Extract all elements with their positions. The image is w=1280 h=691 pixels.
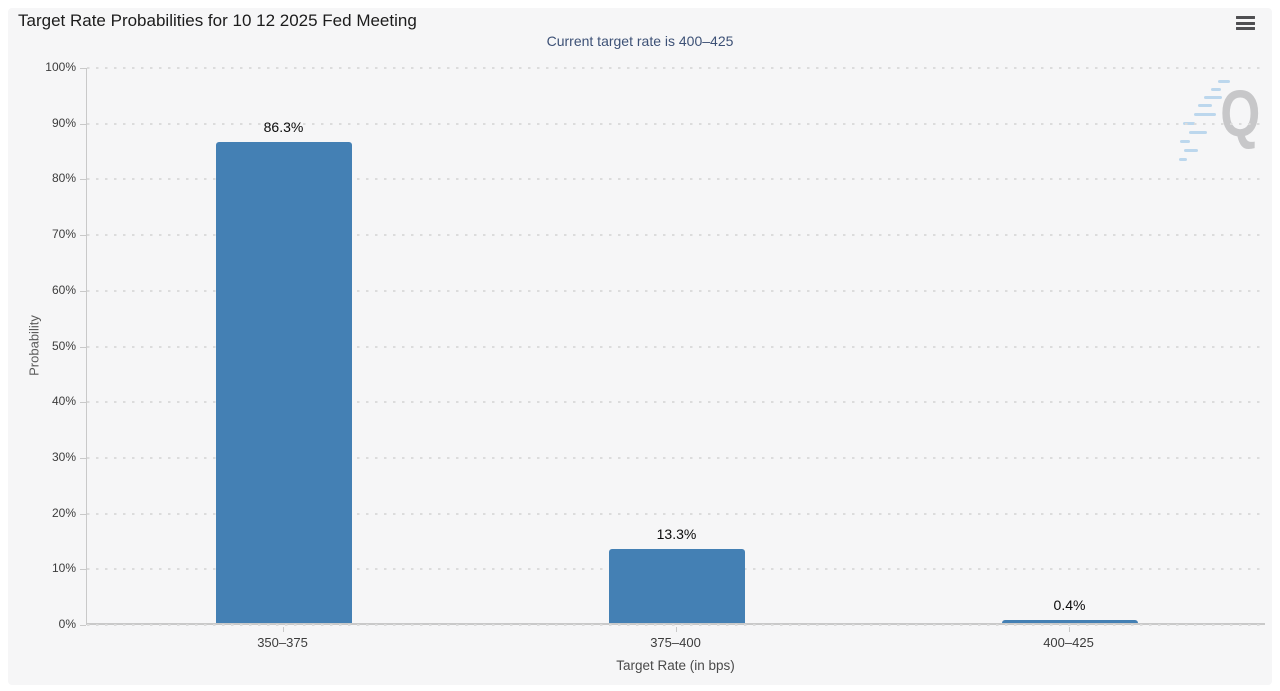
gridline	[87, 401, 1265, 404]
watermark-dash	[1198, 104, 1212, 107]
y-tick-mark	[80, 625, 86, 626]
gridline	[87, 456, 1265, 459]
y-tick-label: 0%	[58, 617, 76, 631]
y-tick-mark	[80, 179, 86, 181]
watermark-dash	[1218, 80, 1230, 83]
y-tick-mark	[80, 235, 86, 237]
watermark-dash	[1194, 113, 1216, 116]
gridline	[87, 234, 1265, 237]
gridline	[87, 512, 1265, 515]
menu-bar-line	[1236, 27, 1255, 31]
y-tick-label: 40%	[51, 394, 76, 409]
y-tick-label: 30%	[51, 449, 76, 464]
gridline	[87, 122, 1265, 125]
watermark-dash	[1180, 140, 1190, 143]
bar-value-label: 0.4%	[1053, 597, 1086, 613]
watermark-dash	[1211, 88, 1221, 91]
y-tick-mark	[80, 346, 86, 348]
y-tick-label: 50%	[51, 338, 76, 353]
y-tick-label: 100%	[45, 60, 76, 74]
y-tick-label: 80%	[51, 171, 76, 186]
gridline	[87, 289, 1265, 292]
y-tick-mark	[80, 402, 86, 404]
x-tick-mark	[282, 627, 284, 632]
menu-bar-line	[1236, 16, 1255, 20]
y-tick-label: 10%	[51, 561, 76, 576]
plot-area: 86.3% 13.3% 0.4%	[86, 67, 1265, 626]
probability-bar	[215, 142, 352, 623]
y-tick-label: 20%	[51, 505, 76, 520]
y-tick-mark	[80, 290, 86, 292]
watermark-dash	[1189, 131, 1207, 134]
y-tick-mark	[80, 457, 86, 459]
gridline	[87, 345, 1265, 348]
x-tick-mark	[675, 627, 677, 632]
y-tick-mark	[80, 569, 86, 571]
probability-bar	[608, 549, 745, 623]
chart-panel: Target Rate Probabilities for 10 12 2025…	[8, 8, 1272, 685]
x-tick-label: 375–400	[650, 635, 701, 650]
probability-bar	[1001, 620, 1138, 623]
gridline	[87, 67, 1265, 69]
x-axis-title: Target Rate (in bps)	[616, 658, 735, 673]
gridline	[87, 624, 1265, 626]
menu-bar-line	[1236, 21, 1255, 25]
bar-value-label: 86.3%	[263, 119, 304, 135]
hamburger-menu-icon[interactable]	[1236, 16, 1256, 32]
gridline	[87, 178, 1265, 181]
x-tick-label: 350–375	[257, 635, 308, 650]
x-tick-mark	[1068, 627, 1070, 632]
watermark-q-letter: Q	[1219, 76, 1260, 150]
y-tick-mark	[80, 68, 86, 69]
watermark-dash	[1204, 96, 1222, 99]
watermark-dash	[1184, 149, 1198, 152]
y-tick-label: 60%	[51, 282, 76, 297]
y-tick-label: 90%	[51, 115, 76, 130]
chart-title: Target Rate Probabilities for 10 12 2025…	[18, 11, 417, 30]
y-tick-mark	[80, 123, 86, 125]
y-tick-label: 70%	[51, 227, 76, 242]
bar-value-label: 13.3%	[656, 526, 697, 542]
x-tick-label: 400–425	[1043, 635, 1094, 650]
chart-subtitle: Current target rate is 400–425	[546, 33, 734, 49]
y-tick-mark	[80, 513, 86, 515]
watermark-dash	[1179, 158, 1187, 161]
